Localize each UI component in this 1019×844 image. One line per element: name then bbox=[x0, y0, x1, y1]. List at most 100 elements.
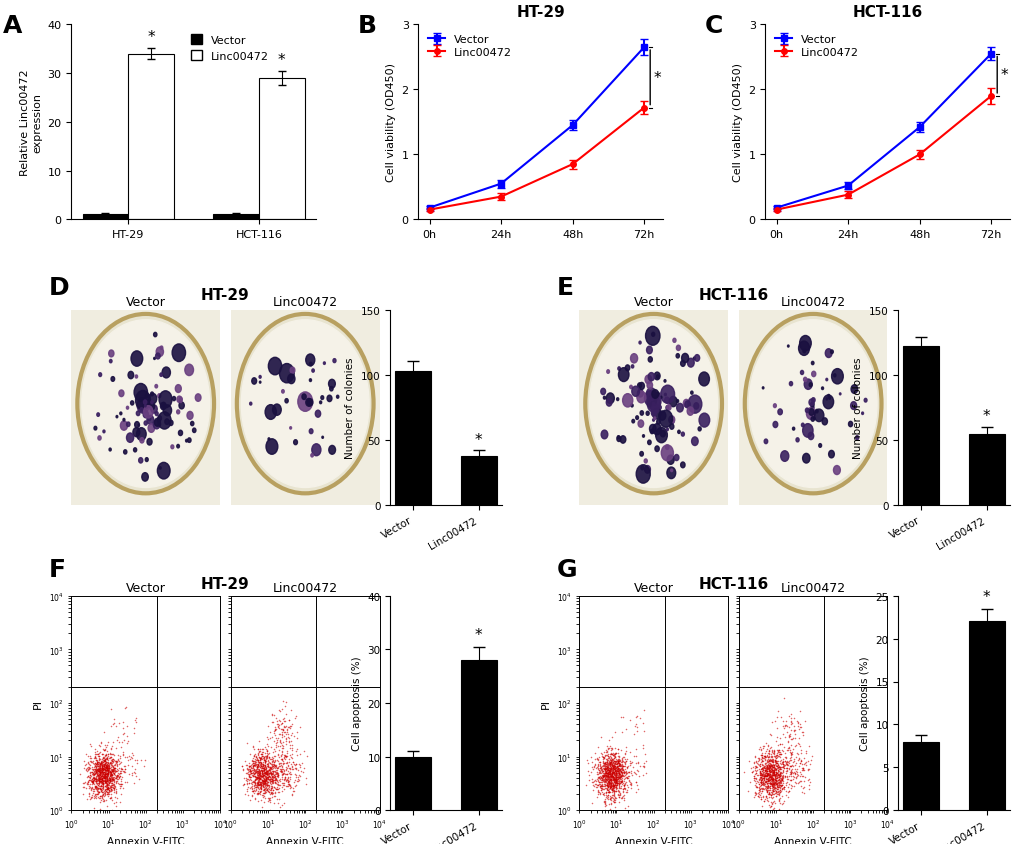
Point bbox=[97, 768, 113, 782]
Point bbox=[610, 766, 627, 780]
Point bbox=[753, 775, 769, 788]
Point bbox=[90, 757, 106, 771]
Point bbox=[600, 772, 616, 786]
Point bbox=[77, 775, 94, 788]
Point bbox=[610, 755, 627, 768]
Point bbox=[767, 771, 784, 785]
Point bbox=[629, 756, 645, 770]
Point bbox=[594, 768, 610, 782]
Circle shape bbox=[293, 441, 298, 445]
Point bbox=[254, 745, 270, 759]
Circle shape bbox=[309, 379, 311, 382]
Point bbox=[609, 773, 626, 787]
Point bbox=[264, 774, 280, 787]
Point bbox=[612, 770, 629, 783]
Point bbox=[266, 766, 282, 779]
Point bbox=[597, 798, 613, 812]
Point bbox=[768, 771, 785, 784]
Point bbox=[266, 760, 282, 773]
Point bbox=[251, 744, 267, 758]
Point bbox=[273, 745, 289, 759]
Point bbox=[101, 792, 117, 805]
Point bbox=[98, 769, 114, 782]
Point bbox=[753, 751, 769, 765]
Point bbox=[763, 761, 780, 775]
Point bbox=[102, 773, 118, 787]
Point bbox=[103, 776, 119, 790]
Title: HCT-116: HCT-116 bbox=[852, 5, 922, 20]
Point bbox=[103, 754, 119, 767]
Point bbox=[771, 769, 788, 782]
Point bbox=[592, 772, 608, 786]
Point bbox=[117, 762, 133, 776]
Point bbox=[611, 788, 628, 802]
Point bbox=[114, 777, 130, 791]
Point bbox=[610, 749, 627, 763]
Point bbox=[607, 769, 624, 782]
Point bbox=[596, 779, 612, 793]
Point bbox=[768, 780, 785, 793]
Point bbox=[93, 776, 109, 790]
Point bbox=[785, 780, 801, 793]
Point bbox=[766, 750, 783, 764]
Point bbox=[85, 762, 101, 776]
Point bbox=[240, 773, 257, 787]
Point bbox=[252, 751, 268, 765]
Point bbox=[604, 776, 621, 789]
Point bbox=[281, 731, 298, 744]
Point bbox=[602, 766, 619, 779]
Point bbox=[107, 758, 123, 771]
Point bbox=[89, 763, 105, 776]
Point bbox=[771, 767, 788, 781]
Point bbox=[278, 731, 294, 744]
Point bbox=[752, 773, 768, 787]
Point bbox=[755, 769, 771, 782]
Point bbox=[607, 776, 624, 789]
Point bbox=[775, 781, 792, 794]
Point bbox=[763, 759, 780, 772]
Point bbox=[256, 775, 272, 788]
Point bbox=[613, 775, 630, 788]
Point bbox=[102, 743, 118, 756]
Point bbox=[102, 764, 118, 777]
Point bbox=[587, 777, 603, 791]
Point bbox=[81, 757, 97, 771]
Circle shape bbox=[799, 336, 810, 351]
Point bbox=[270, 731, 286, 744]
Y-axis label: Number of colonies: Number of colonies bbox=[345, 357, 355, 459]
Point bbox=[87, 766, 103, 780]
Point bbox=[291, 773, 308, 787]
Point bbox=[252, 777, 268, 791]
Point bbox=[760, 771, 776, 785]
Point bbox=[99, 766, 115, 780]
Point bbox=[765, 795, 782, 809]
Point bbox=[95, 782, 111, 796]
Point bbox=[263, 767, 279, 781]
Point bbox=[81, 774, 97, 787]
Circle shape bbox=[787, 345, 789, 348]
Point bbox=[105, 777, 121, 791]
Point bbox=[277, 774, 293, 787]
Point bbox=[94, 760, 110, 774]
Point bbox=[258, 771, 274, 785]
Point bbox=[599, 792, 615, 805]
Point bbox=[260, 785, 276, 798]
Circle shape bbox=[158, 413, 171, 430]
Point bbox=[756, 770, 772, 783]
Point bbox=[764, 763, 781, 776]
Circle shape bbox=[171, 446, 173, 449]
Point bbox=[757, 772, 773, 786]
Point bbox=[272, 733, 288, 747]
Point bbox=[769, 760, 786, 773]
Point bbox=[770, 760, 787, 774]
Point bbox=[271, 728, 287, 741]
Point bbox=[763, 772, 780, 786]
Point bbox=[98, 784, 114, 798]
Point bbox=[278, 725, 294, 738]
Point bbox=[249, 764, 265, 777]
Point bbox=[125, 765, 142, 778]
Point bbox=[93, 784, 109, 798]
Point bbox=[760, 762, 776, 776]
Point bbox=[752, 778, 768, 792]
Point bbox=[261, 792, 277, 805]
